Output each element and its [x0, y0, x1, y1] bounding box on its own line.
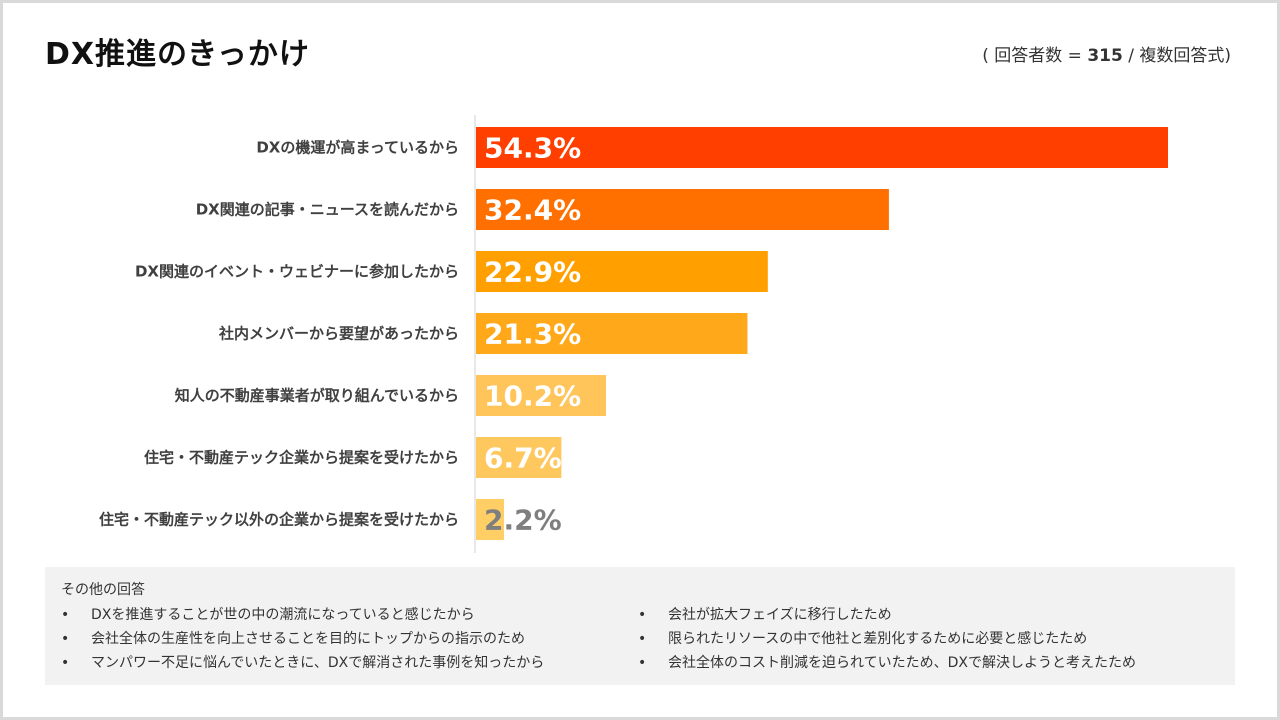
category-label: 住宅・不動産テック企業から提案を受けたから: [144, 449, 459, 467]
slide: DX推進のきっかけ ( 回答者数 = 315 / 複数回答式) DXの機運が高ま…: [3, 3, 1277, 717]
value-label: 2.2%: [484, 504, 562, 537]
value-label: 10.2%: [484, 380, 581, 413]
category-label: 社内メンバーから要望があったから: [218, 325, 459, 343]
value-label: 21.3%: [484, 318, 581, 351]
other-answers-heading: その他の回答: [61, 582, 145, 598]
bar: [476, 127, 1168, 168]
other-answer-item: 会社が拡大フェイズに移行したため: [638, 603, 1136, 627]
bar: [476, 437, 562, 478]
value-label: 54.3%: [484, 132, 581, 165]
respondent-note: ( 回答者数 = 315 / 複数回答式): [982, 41, 1231, 66]
bar-chart: DXの機運が高まっているから 54.3% DX関連の記事・ニュースを読んだから 32.…: [99, 115, 1168, 553]
other-answers-left: DXを推進することが世の中の潮流になっていると感じたから 会社全体の生産性を向上…: [61, 603, 544, 675]
other-answer-item: マンパワー不足に悩んでいたときに、DXで解消された事例を知ったから: [61, 651, 544, 675]
category-label: DX関連の記事・ニュースを読んだから: [196, 201, 459, 219]
respondent-count: 315: [1087, 46, 1123, 66]
other-answer-item: 会社全体の生産性を向上させることを目的にトップからの指示のため: [61, 627, 544, 651]
value-label: 32.4%: [484, 194, 581, 227]
category-label: 住宅・不動産テック以外の企業から提案を受けたから: [99, 511, 459, 529]
category-label: DX関連のイベント・ウェビナーに参加したから: [135, 263, 459, 281]
bar: [476, 313, 748, 354]
other-answer-item: 限られたリソースの中で他社と差別化するために必要と感じたため: [638, 627, 1136, 651]
note-suffix: / 複数回答式): [1122, 46, 1231, 66]
category-label: 知人の不動産事業者が取り組んでいるから: [175, 387, 459, 405]
other-answers-panel: その他の回答 DXを推進することが世の中の潮流になっていると感じたから 会社全体…: [45, 567, 1235, 685]
note-prefix: ( 回答者数 =: [982, 46, 1088, 66]
value-label: 6.7%: [484, 442, 562, 475]
other-answers-right: 会社が拡大フェイズに移行したため 限られたリソースの中で他社と差別化するために必…: [638, 603, 1136, 675]
value-label: 22.9%: [484, 256, 581, 289]
bar: [476, 189, 889, 230]
page-title: DX推進のきっかけ: [45, 37, 310, 72]
bar: [476, 251, 768, 292]
other-answer-item: 会社全体のコスト削減を迫られていたため、DXで解決しようと考えたため: [638, 651, 1136, 675]
bar: [476, 375, 606, 416]
bar: [476, 499, 505, 540]
category-label: DXの機運が高まっているから: [256, 139, 459, 157]
other-answer-item: DXを推進することが世の中の潮流になっていると感じたから: [61, 603, 544, 627]
